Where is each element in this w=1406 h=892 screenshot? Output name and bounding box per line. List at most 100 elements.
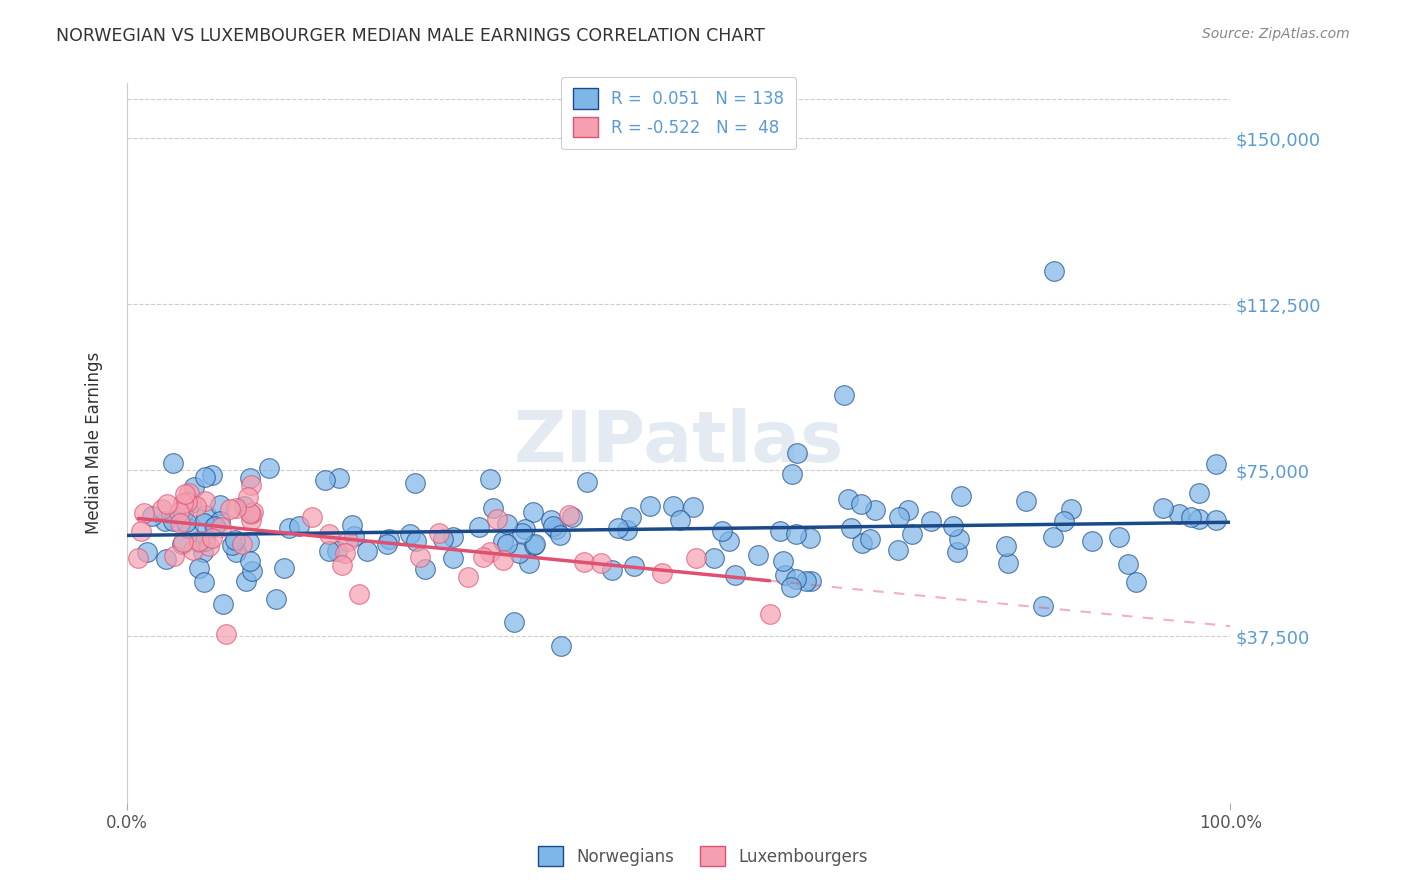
Point [432,533,454,547]
Point [239,478,262,492]
Point [333,546,356,560]
Point [153,514,176,528]
Point [472,549,495,564]
Point [212,597,235,611]
Point [236,490,259,504]
Point [638,499,661,513]
Point [457,570,479,584]
Point [343,529,366,543]
Point [800,574,823,588]
Point [1116,558,1139,572]
Point [758,607,780,622]
Point [946,544,969,558]
Point [193,533,215,548]
Point [1060,502,1083,516]
Point [176,495,198,509]
Point [193,516,215,531]
Point [548,528,571,542]
Point [224,533,246,547]
Point [193,575,215,590]
Text: Source: ZipAtlas.com: Source: ZipAtlas.com [1202,27,1350,41]
Point [136,545,159,559]
Point [851,536,873,550]
Point [378,532,401,546]
Point [897,503,920,517]
Point [441,530,464,544]
Point [134,506,156,520]
Point [523,537,546,551]
Point [863,503,886,517]
Point [550,639,572,653]
Point [209,519,232,533]
Point [591,556,613,570]
Point [177,521,200,535]
Point [510,525,533,540]
Point [785,527,807,541]
Point [231,537,253,551]
Point [1032,599,1054,614]
Point [198,539,221,553]
Point [851,497,873,511]
Point [773,568,796,582]
Point [242,505,264,519]
Point [162,514,184,528]
Point [1108,530,1130,544]
Point [522,505,544,519]
Point [889,510,911,524]
Point [330,558,353,572]
Point [950,490,973,504]
Point [356,544,378,558]
Point [429,525,451,540]
Point [600,563,623,577]
Point [167,505,190,519]
Point [517,556,540,570]
Point [785,573,807,587]
Point [141,509,163,524]
Point [561,510,583,524]
Point [187,534,209,549]
Point [409,550,432,565]
Point [606,521,628,535]
Point [1053,514,1076,528]
Point [162,456,184,470]
Point [215,627,238,641]
Point [172,537,194,551]
Point [336,534,359,549]
Point [703,550,725,565]
Point [779,581,801,595]
Point [181,543,204,558]
Point [623,558,645,573]
Point [287,518,309,533]
Point [668,513,690,527]
Point [837,491,859,506]
Point [163,549,186,563]
Point [508,546,530,560]
Text: NORWEGIAN VS LUXEMBOURGER MEDIAN MALE EARNINGS CORRELATION CHART: NORWEGIAN VS LUXEMBOURGER MEDIAN MALE EA… [56,27,765,45]
Point [486,512,509,526]
Point [942,519,965,533]
Point [1152,500,1174,515]
Point [340,517,363,532]
Point [413,562,436,576]
Point [478,545,501,559]
Point [994,539,1017,553]
Point [576,475,599,489]
Point [515,522,537,536]
Point [1180,510,1202,524]
Legend: Norwegians, Luxembourgers: Norwegians, Luxembourgers [530,838,876,875]
Point [150,501,173,516]
Point [541,519,564,533]
Point [172,506,194,520]
Point [201,468,224,483]
Point [794,574,817,588]
Point [194,494,217,508]
Point [1167,508,1189,522]
Point [209,514,232,528]
Point [326,543,349,558]
Point [717,533,740,548]
Point [240,564,263,578]
Point [183,480,205,494]
Point [194,508,217,523]
Point [502,615,524,629]
Point [301,510,323,524]
